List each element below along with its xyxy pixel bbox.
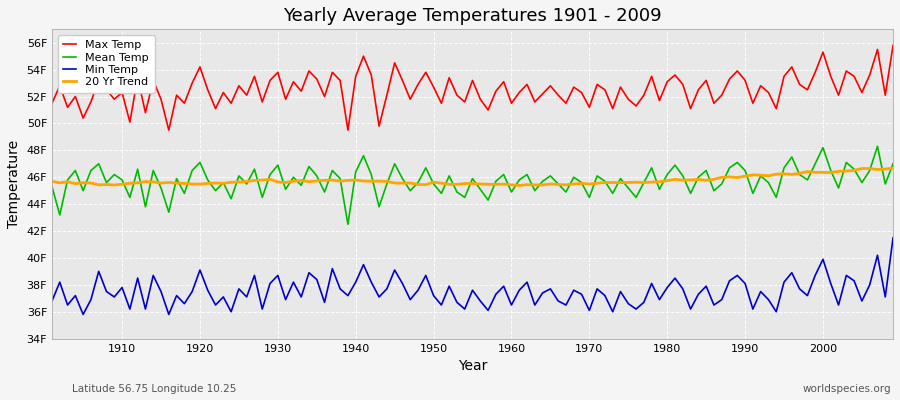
Line: Min Temp: Min Temp [52, 238, 893, 314]
20 Yr Trend [887, 166, 898, 170]
Text: worldspecies.org: worldspecies.org [803, 384, 891, 394]
Mean Temp [109, 172, 120, 177]
Max Temp [506, 101, 517, 106]
Mean Temp [47, 184, 58, 189]
20 Yr Trend [47, 179, 58, 184]
Mean Temp [608, 191, 618, 196]
Min Temp [77, 312, 88, 317]
Legend: Max Temp, Mean Temp, Min Temp, 20 Yr Trend: Max Temp, Mean Temp, Min Temp, 20 Yr Tre… [58, 35, 155, 93]
Text: Latitude 56.75 Longitude 10.25: Latitude 56.75 Longitude 10.25 [72, 384, 237, 394]
Min Temp [887, 235, 898, 240]
Line: Mean Temp: Mean Temp [52, 146, 893, 224]
20 Yr Trend [327, 178, 338, 182]
20 Yr Trend [109, 183, 120, 188]
Min Temp [117, 285, 128, 290]
20 Yr Trend [608, 180, 618, 185]
Min Temp [288, 280, 299, 284]
20 Yr Trend [499, 182, 509, 186]
Title: Yearly Average Temperatures 1901 - 2009: Yearly Average Temperatures 1901 - 2009 [284, 7, 662, 25]
Min Temp [608, 309, 618, 314]
Max Temp [514, 90, 525, 95]
Mean Temp [872, 144, 883, 149]
Mean Temp [887, 161, 898, 166]
Max Temp [608, 106, 618, 111]
20 Yr Trend [506, 182, 517, 187]
Mean Temp [343, 222, 354, 227]
Max Temp [47, 101, 58, 106]
Max Temp [288, 79, 299, 84]
Min Temp [514, 288, 525, 293]
Y-axis label: Temperature: Temperature [7, 140, 21, 228]
Line: Max Temp: Max Temp [52, 46, 893, 130]
Max Temp [887, 43, 898, 48]
Max Temp [335, 78, 346, 83]
Mean Temp [327, 168, 338, 173]
Min Temp [506, 303, 517, 308]
Line: 20 Yr Trend: 20 Yr Trend [52, 168, 893, 186]
Max Temp [164, 128, 175, 132]
Min Temp [335, 286, 346, 291]
Mean Temp [506, 190, 517, 194]
20 Yr Trend [280, 180, 291, 185]
X-axis label: Year: Year [458, 359, 487, 373]
Mean Temp [280, 187, 291, 192]
20 Yr Trend [514, 183, 525, 188]
Mean Temp [514, 178, 525, 182]
Min Temp [47, 298, 58, 303]
Max Temp [109, 97, 120, 102]
